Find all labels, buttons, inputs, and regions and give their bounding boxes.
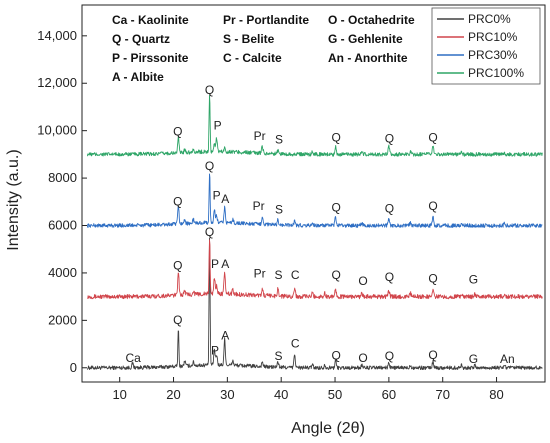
peak-label: Q [428,348,437,362]
peak-label: P [211,344,219,358]
peak-label: O [358,274,367,288]
series-line-PRC10% [87,239,543,300]
x-tick-label: 10 [112,387,126,402]
peak-label: Q [331,130,340,144]
peak-label: Q [428,199,437,213]
series-layer [86,94,543,371]
legend-label: PRC30% [468,48,518,62]
x-tick-label: 30 [220,387,234,402]
peak-label: G [469,273,478,287]
peak-label: S [274,268,282,282]
peak-label: Pr [254,267,266,281]
x-axis-title: Angle (2θ) [291,420,365,437]
phase-key-entry: G - Gehlenite [328,32,403,46]
peak-label: Pr [253,199,265,213]
x-tick-label: 60 [382,387,396,402]
peak-label: Q [173,258,182,272]
y-tick-label: 12,000 [37,75,77,90]
phase-key-entry: Ca - Kaolinite [112,13,189,27]
phase-key-entry: C - Calcite [223,51,282,65]
y-tick-label: 10,000 [37,123,77,138]
y-tick-label: 4000 [48,265,77,280]
peak-label: An [500,352,515,366]
series-line-PRC0% [86,237,543,371]
peak-label: S [274,349,282,363]
x-tick-label: 50 [328,387,342,402]
phase-key-entry: P - Pirssonite [112,51,189,65]
peak-label: A [221,257,229,271]
x-tick-label: 70 [435,387,449,402]
phase-key-entry: A - Albite [112,70,164,84]
peak-label: G [469,352,478,366]
series-line-PRC30% [86,173,543,228]
x-tick-label: 80 [489,387,503,402]
y-tick-label: 6000 [48,218,77,233]
peak-label: Q [205,83,214,97]
y-tick-label: 8000 [48,170,77,185]
legend-box [431,7,541,85]
peak-label: A [221,328,229,342]
phase-key-entry: An - Anorthite [328,51,408,65]
phase-key-entry: S - Belite [223,32,275,46]
plot-frame [81,4,546,383]
x-tick-label: 40 [274,387,288,402]
legend-label: PRC100% [468,66,524,80]
phase-key: Ca - Kaolinite Pr - Portlandite O - Octahe… [112,13,415,84]
y-tick-label: 14,000 [37,28,77,43]
phase-key-entry: O - Octahedrite [328,13,415,27]
peak-label: S [275,203,283,217]
x-tick-label: 20 [166,387,180,402]
peak-label: Q [331,348,340,362]
legend: PRC0% PRC10% PRC30% PRC100% [431,7,541,85]
legend-label: PRC10% [468,30,518,44]
peak-label: Q [385,132,394,146]
series-line-PRC100% [86,94,543,157]
peak-label: P [211,257,219,271]
plot-border [81,4,546,383]
peak-label: Q [385,349,394,363]
peak-label: Pr [254,129,266,143]
peak-label: Q [205,225,214,239]
peak-label: O [358,351,367,365]
peak-label: Q [331,268,340,282]
peak-label: Q [385,270,394,284]
legend-label: PRC0% [468,12,511,26]
peak-label: P [213,188,221,202]
peak-label: C [291,337,300,351]
peak-label: Q [331,200,340,214]
axes: 10 20 30 40 50 60 70 80 0 2000 4000 6000 8000 10,000 1… [37,28,504,402]
peak-label: S [275,133,283,147]
peak-label: Q [173,124,182,138]
peak-label: P [214,118,222,132]
peak-label: C [291,268,300,282]
peak-label: Q [173,194,182,208]
phase-key-entry: Q - Quartz [112,32,170,46]
peak-label: Q [428,130,437,144]
peak-label: Q [385,201,394,215]
phase-key-entry: Pr - Portlandite [223,13,309,27]
peak-label: A [221,192,229,206]
y-axis-title: Intensity (a.u.) [5,149,22,250]
y-tick-label: 2000 [48,312,77,327]
y-tick-label: 0 [70,360,77,375]
peak-label: Q [428,271,437,285]
peak-label: Q [173,313,182,327]
peak-label: Q [205,159,214,173]
peak-label: Ca [125,351,141,365]
